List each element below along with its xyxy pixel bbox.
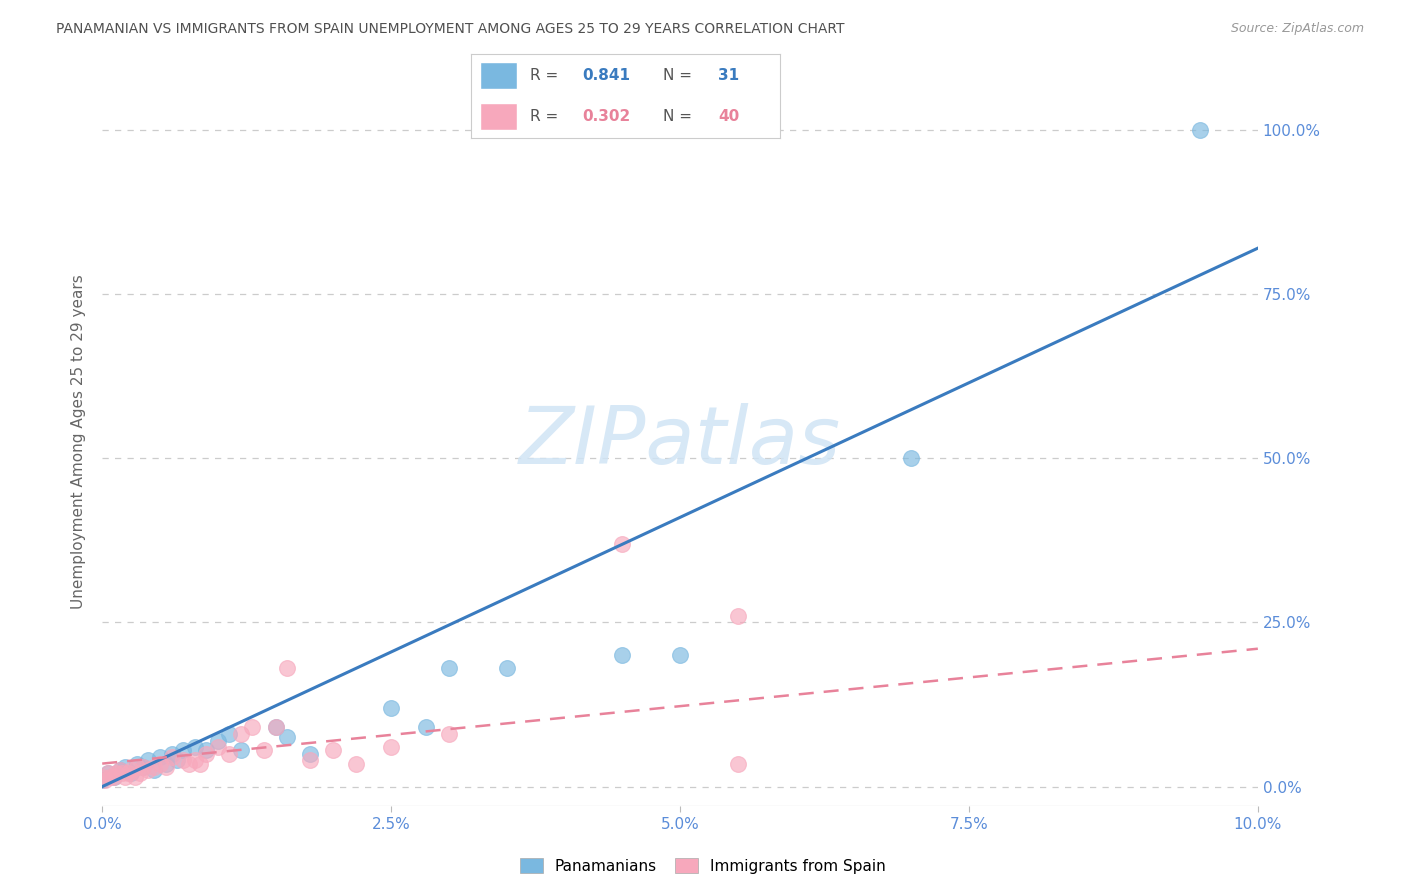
Point — [97, 766, 120, 780]
Point — [172, 753, 194, 767]
Point — [108, 763, 131, 777]
Point — [131, 760, 153, 774]
Point — [125, 760, 148, 774]
Point — [183, 753, 205, 767]
Point — [138, 753, 160, 767]
Point — [218, 747, 240, 761]
Point — [727, 608, 749, 623]
Point — [125, 756, 148, 771]
Text: R =: R = — [530, 109, 558, 124]
Point — [177, 756, 200, 771]
Text: ZIPatlas: ZIPatlas — [519, 403, 841, 481]
Point — [1189, 123, 1212, 137]
Point — [415, 721, 437, 735]
Point — [160, 750, 183, 764]
Point — [103, 770, 125, 784]
Point — [612, 648, 634, 663]
Point — [264, 721, 287, 735]
Point — [131, 760, 153, 774]
Legend: Panamanians, Immigrants from Spain: Panamanians, Immigrants from Spain — [513, 852, 893, 880]
Point — [495, 661, 517, 675]
Point — [149, 750, 172, 764]
Point — [93, 772, 115, 787]
Point — [299, 747, 322, 761]
Point — [91, 770, 114, 784]
Point — [124, 770, 146, 784]
Point — [155, 756, 177, 771]
Point — [160, 747, 183, 761]
Text: 31: 31 — [718, 68, 740, 83]
FancyBboxPatch shape — [481, 103, 517, 130]
Point — [172, 743, 194, 757]
Point — [380, 700, 402, 714]
Point — [183, 740, 205, 755]
Point — [108, 763, 131, 777]
Point — [103, 770, 125, 784]
Point — [105, 766, 128, 780]
Point — [322, 743, 344, 757]
Point — [195, 747, 218, 761]
Point — [727, 756, 749, 771]
Text: N =: N = — [662, 68, 692, 83]
Point — [143, 760, 166, 774]
Text: PANAMANIAN VS IMMIGRANTS FROM SPAIN UNEMPLOYMENT AMONG AGES 25 TO 29 YEARS CORRE: PANAMANIAN VS IMMIGRANTS FROM SPAIN UNEM… — [56, 22, 845, 37]
Point — [207, 740, 229, 755]
Point — [900, 451, 922, 466]
Point — [129, 766, 152, 780]
Point — [155, 760, 177, 774]
Text: 0.302: 0.302 — [582, 109, 631, 124]
Point — [437, 661, 460, 675]
Point — [229, 743, 252, 757]
Point — [120, 766, 142, 780]
Point — [117, 766, 139, 780]
Point — [111, 766, 134, 780]
Point — [138, 763, 160, 777]
Point — [98, 770, 121, 784]
Point — [669, 648, 692, 663]
Point — [207, 733, 229, 747]
Point — [437, 727, 460, 741]
Point — [612, 536, 634, 550]
Point — [264, 721, 287, 735]
Point — [114, 760, 136, 774]
Point — [97, 766, 120, 780]
Point — [218, 727, 240, 741]
Point — [299, 753, 322, 767]
Point — [380, 740, 402, 755]
Point — [91, 772, 114, 787]
Text: 0.841: 0.841 — [582, 68, 630, 83]
Point — [120, 763, 142, 777]
Point — [346, 756, 368, 771]
FancyBboxPatch shape — [481, 62, 517, 89]
Y-axis label: Unemployment Among Ages 25 to 29 years: Unemployment Among Ages 25 to 29 years — [72, 275, 86, 609]
Text: 40: 40 — [718, 109, 740, 124]
Point — [149, 756, 172, 771]
Text: Source: ZipAtlas.com: Source: ZipAtlas.com — [1230, 22, 1364, 36]
Point — [276, 731, 298, 745]
Point — [242, 721, 264, 735]
Point — [143, 763, 166, 777]
Point — [276, 661, 298, 675]
Point — [195, 743, 218, 757]
Text: R =: R = — [530, 68, 558, 83]
Point — [229, 727, 252, 741]
Point — [114, 770, 136, 784]
Text: N =: N = — [662, 109, 692, 124]
Point — [190, 756, 212, 771]
Point — [166, 753, 188, 767]
Point — [253, 743, 276, 757]
